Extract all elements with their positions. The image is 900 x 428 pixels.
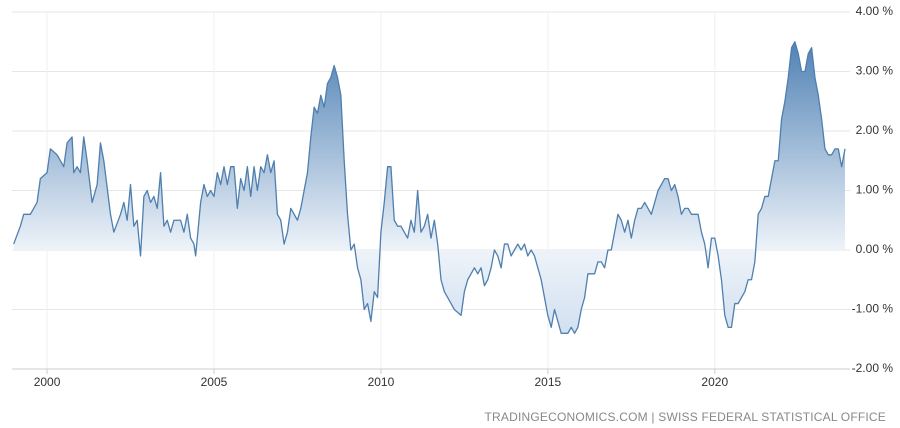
y-tick-label: 4.00 % bbox=[856, 4, 894, 18]
y-tick-label: 0.00 % bbox=[856, 242, 894, 256]
x-tick-label: 2015 bbox=[535, 375, 562, 389]
x-tick-label: 2010 bbox=[368, 375, 395, 389]
source: TRADINGECONOMICS.COM | SWISS FEDERAL STA… bbox=[485, 410, 886, 424]
y-tick-label: 1.00 % bbox=[856, 183, 894, 197]
y-tick-label: -1.00 % bbox=[852, 302, 894, 316]
line bbox=[13, 41, 846, 334]
y-tick-label: 2.00 % bbox=[856, 123, 894, 137]
x-tick-label: 2000 bbox=[34, 375, 61, 389]
x-tick-label: 2005 bbox=[201, 375, 228, 389]
x-tick-label: 2020 bbox=[701, 375, 728, 389]
y-tick-label: -2.00 % bbox=[852, 361, 894, 375]
area bbox=[13, 41, 845, 334]
y-tick-label: 3.00 % bbox=[856, 64, 894, 78]
